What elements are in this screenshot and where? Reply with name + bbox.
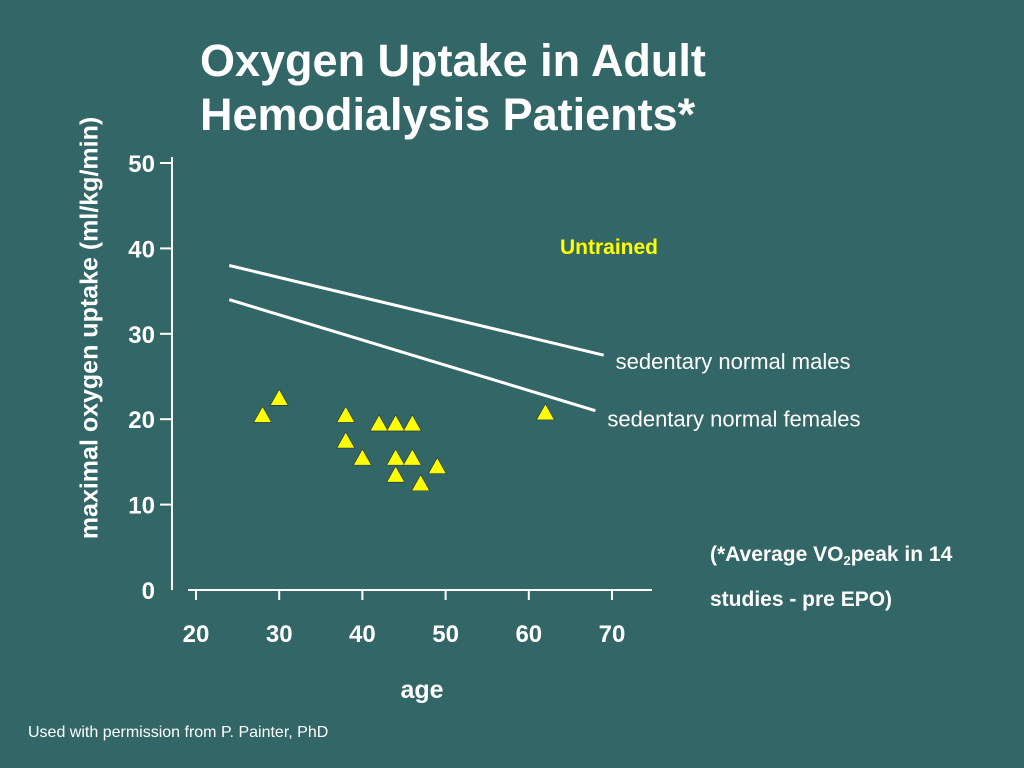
footnote-suffix: peak in 14 xyxy=(850,543,953,566)
x-tick-label: 20 xyxy=(183,621,210,648)
data-point-triangle xyxy=(386,414,406,432)
reference-line xyxy=(228,264,605,357)
reference-line xyxy=(228,298,596,413)
data-point-triangle xyxy=(411,474,431,492)
footnote-line-1: (*Average VO2peak in 14 xyxy=(710,535,952,580)
reference-line-label: sedentary normal males xyxy=(616,349,851,374)
data-point-triangle xyxy=(386,448,406,466)
data-point-triangle xyxy=(386,465,406,483)
y-tick-label: 50 xyxy=(128,151,155,178)
title-line-2: Hemodialysis Patients* xyxy=(200,89,696,140)
x-tick-label: 50 xyxy=(432,621,459,648)
data-point-triangle xyxy=(336,431,356,449)
data-point-triangle xyxy=(336,405,356,423)
data-point-triangle xyxy=(402,414,422,432)
x-tick-label: 30 xyxy=(266,621,293,648)
credit-text: Used with permission from P. Painter, Ph… xyxy=(28,724,329,741)
x-tick-label: 60 xyxy=(515,621,542,648)
footnote-subscript: 2 xyxy=(843,553,851,568)
data-point-triangle xyxy=(427,457,447,474)
data-point-triangle xyxy=(269,388,289,406)
chart-title: Oxygen Uptake in Adult Hemodialysis Pati… xyxy=(200,34,706,142)
annotation-untrained: Untrained xyxy=(560,236,658,259)
footnote-prefix: (*Average VO xyxy=(710,543,844,566)
data-point-triangle xyxy=(535,403,555,421)
y-tick-label: 10 xyxy=(128,493,155,520)
x-axis-label: age xyxy=(400,676,444,704)
title-line-1: Oxygen Uptake in Adult xyxy=(200,35,706,86)
data-point-triangle xyxy=(369,414,389,432)
data-point-triangle xyxy=(402,448,422,466)
y-tick-label: 0 xyxy=(142,578,155,605)
data-point-triangle xyxy=(352,448,372,466)
y-tick-label: 20 xyxy=(128,407,155,434)
y-tick-label: 30 xyxy=(128,322,155,349)
footnote-line-2: studies - pre EPO) xyxy=(710,588,893,611)
y-tick-label: 40 xyxy=(128,236,155,263)
x-tick-label: 70 xyxy=(599,621,626,648)
data-point-triangle xyxy=(253,405,273,423)
reference-line-label: sedentary normal females xyxy=(607,407,860,432)
x-tick-label: 40 xyxy=(349,621,376,648)
footnote: (*Average VO2peak in 14 studies - pre EP… xyxy=(710,535,952,619)
